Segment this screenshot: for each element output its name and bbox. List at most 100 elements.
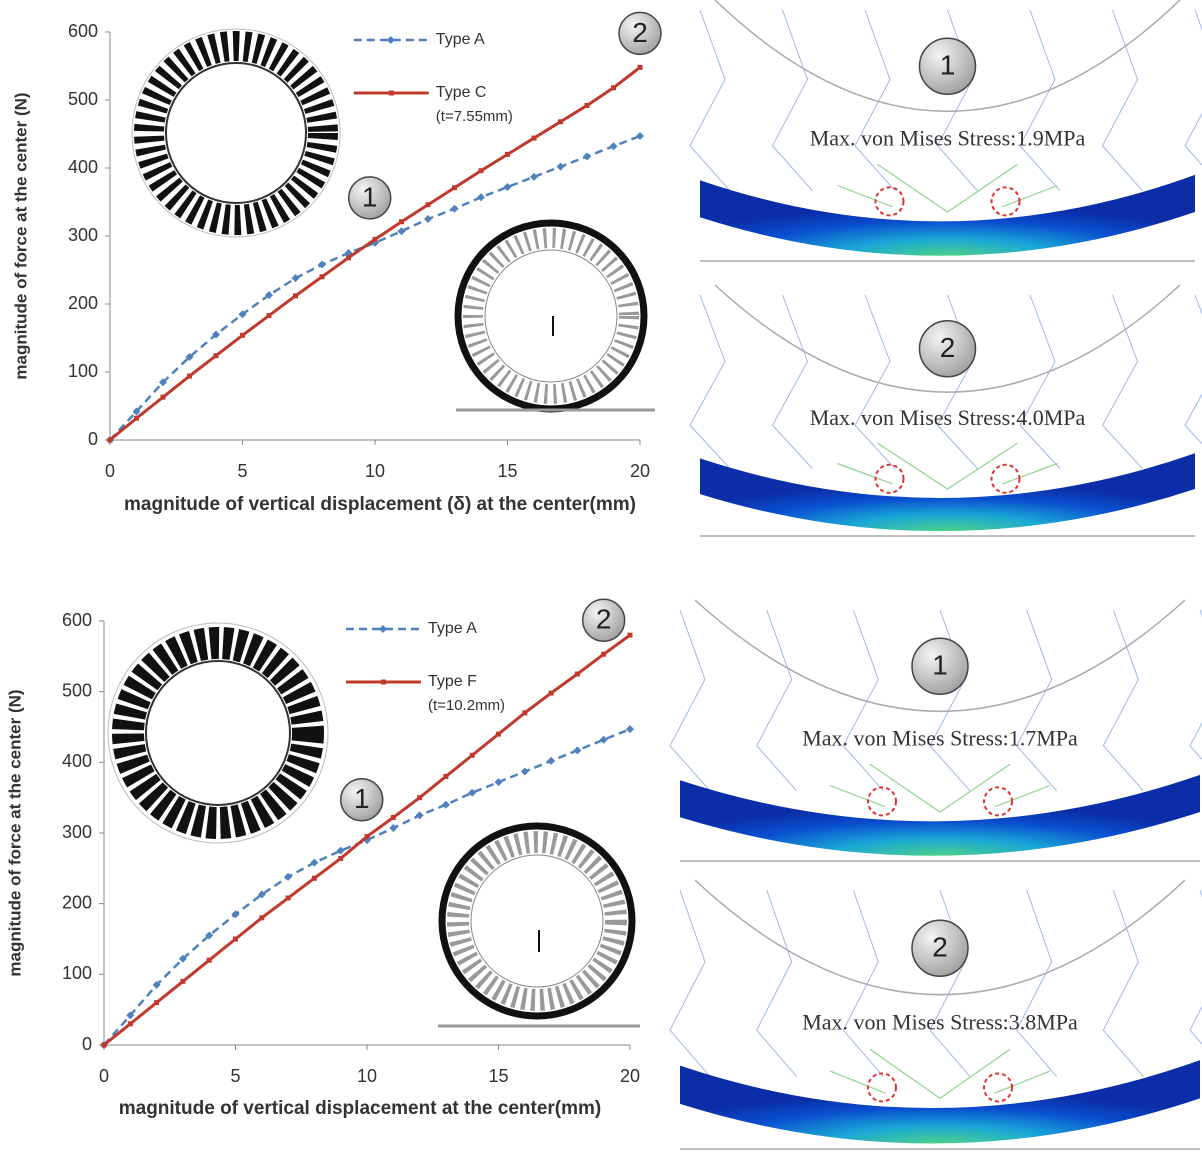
point	[399, 219, 404, 224]
point	[346, 255, 351, 260]
marker-badge-label: 1	[932, 650, 948, 681]
y-tick-label: 400	[68, 157, 98, 177]
point	[128, 1021, 133, 1026]
point	[320, 274, 325, 279]
point	[549, 691, 554, 696]
legend-note: (t=7.55mm)	[436, 108, 513, 125]
marker-badge-label: 2	[596, 604, 612, 635]
point	[161, 395, 166, 400]
legend-label: Type C	[436, 84, 487, 101]
y-tick-label: 300	[62, 822, 92, 842]
point	[391, 815, 396, 820]
y-tick-label: 200	[62, 892, 92, 912]
x-tick-label: 15	[488, 1066, 508, 1086]
stress-band	[680, 775, 1200, 856]
legend-label: Type A	[428, 620, 477, 637]
point	[638, 65, 643, 70]
mesh	[838, 164, 1058, 212]
point	[583, 152, 591, 160]
point	[389, 824, 397, 832]
point	[214, 353, 219, 358]
point	[259, 915, 264, 920]
x-axis-label: magnitude of vertical displacement at th…	[110, 1096, 610, 1122]
point	[585, 103, 590, 108]
x-tick-label: 20	[620, 1066, 640, 1086]
point	[417, 795, 422, 800]
x-tick-label: 5	[230, 1066, 240, 1086]
mesh	[670, 890, 1202, 1077]
point	[108, 438, 113, 443]
point	[601, 652, 606, 657]
marker-badge-label: 2	[932, 932, 948, 963]
stress-label: Max. von Mises Stress:3.8MPa	[802, 1010, 1078, 1035]
x-tick-label: 10	[357, 1066, 377, 1086]
x-tick-label: 10	[365, 461, 385, 481]
legend-marker	[387, 36, 395, 44]
legend-marker	[381, 680, 386, 685]
point	[470, 753, 475, 758]
point	[373, 237, 378, 242]
point	[207, 958, 212, 963]
point	[610, 142, 618, 150]
point	[547, 757, 555, 765]
legend-label: Type A	[436, 31, 485, 48]
point	[573, 746, 581, 754]
x-tick-label: 20	[630, 461, 650, 481]
x-tick-label: 5	[237, 461, 247, 481]
mesh	[690, 10, 1202, 191]
point	[451, 205, 459, 213]
y-tick-label: 200	[68, 293, 98, 313]
point	[522, 710, 527, 715]
point	[187, 374, 192, 379]
inset-ring	[132, 29, 340, 237]
point	[611, 85, 616, 90]
point	[102, 1043, 107, 1048]
x-tick-label: 0	[105, 461, 115, 481]
stress-band	[700, 175, 1195, 256]
y-tick-label: 100	[62, 963, 92, 983]
point	[504, 183, 512, 191]
marker-badge-label: 1	[362, 181, 378, 212]
x-tick-label: 0	[99, 1066, 109, 1086]
y-tick-label: 600	[68, 21, 98, 41]
mesh	[670, 610, 1202, 791]
point	[505, 152, 510, 157]
y-tick-label: 300	[68, 225, 98, 245]
point	[495, 778, 503, 786]
point	[416, 811, 424, 819]
stress-label: Max. von Mises Stress:4.0MPa	[810, 405, 1086, 430]
point	[154, 1000, 159, 1005]
y-tick-label: 500	[62, 680, 92, 700]
stress-label: Max. von Mises Stress:1.7MPa	[802, 725, 1078, 750]
y-tick-label: 400	[62, 751, 92, 771]
stress-label: Max. von Mises Stress:1.9MPa	[810, 125, 1086, 150]
y-tick-label: 100	[68, 361, 98, 381]
point	[233, 937, 238, 942]
figure: 010020030040050060005101520magnitude of …	[0, 0, 1202, 1153]
legend-note: (t=10.2mm)	[428, 697, 505, 714]
inset-ring	[108, 623, 328, 843]
point	[398, 227, 406, 235]
point	[442, 801, 450, 809]
point	[479, 168, 484, 173]
marker-badge-label: 2	[940, 332, 956, 363]
legend-marker	[379, 625, 387, 633]
point	[496, 732, 501, 737]
inset-deformed-ring	[456, 223, 655, 410]
mesh	[838, 443, 1058, 489]
point	[557, 163, 565, 171]
point	[312, 876, 317, 881]
marker-badge-label: 2	[632, 17, 648, 48]
point	[365, 834, 370, 839]
point	[426, 202, 431, 207]
point	[521, 768, 529, 776]
y-axis-label: magnitude of force at the center (N)	[5, 689, 24, 976]
point	[636, 132, 644, 140]
point	[575, 672, 580, 677]
point	[468, 789, 476, 797]
point	[240, 333, 245, 338]
point	[558, 119, 563, 124]
y-tick-label: 500	[68, 89, 98, 109]
x-axis-label: magnitude of vertical displacement (δ) a…	[100, 492, 660, 518]
legend-label: Type F	[428, 673, 477, 690]
